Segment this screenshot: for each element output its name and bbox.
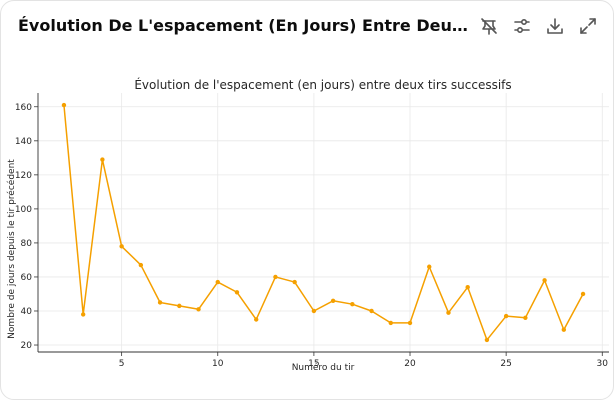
y-tick-label: 60 [21, 273, 33, 283]
y-tick-label: 100 [15, 205, 32, 215]
settings-sliders-icon[interactable] [511, 15, 533, 37]
data-point [350, 301, 355, 307]
data-series [61, 102, 586, 343]
data-point [503, 313, 509, 319]
data-point [254, 317, 259, 322]
x-tick-label: 10 [212, 359, 224, 369]
data-point [427, 264, 432, 269]
data-point [61, 102, 67, 108]
x-tick-label: 25 [500, 359, 511, 369]
x-axis-label: Numéro du tir [292, 362, 355, 373]
data-point [138, 262, 144, 268]
x-axis-ticks: 5 10 15 20 25 30 [119, 352, 609, 369]
data-point [388, 320, 393, 326]
data-point [523, 315, 528, 320]
download-icon[interactable] [544, 15, 566, 37]
x-tick-label: 5 [119, 359, 125, 369]
data-point [407, 320, 413, 326]
data-point [80, 312, 86, 317]
data-point [215, 279, 220, 285]
card-header: Évolution De L'espacement (En Jours) Ent… [1, 1, 613, 53]
data-point [311, 308, 317, 314]
data-point [100, 157, 105, 162]
data-point [273, 274, 278, 280]
data-point [369, 308, 374, 314]
data-point [157, 300, 163, 305]
chart-grid [38, 93, 609, 352]
data-point [196, 307, 201, 312]
y-tick-label: 80 [21, 239, 33, 249]
hide-interactivity-icon[interactable] [478, 15, 500, 37]
chart-axes [37, 93, 609, 353]
y-axis-label: Nombre de jours depuis le tir précédent [6, 159, 17, 339]
data-point [330, 298, 336, 303]
data-point [446, 310, 451, 315]
series-line [63, 105, 584, 341]
x-tick-label: 30 [597, 359, 609, 369]
expand-icon[interactable] [577, 15, 599, 37]
data-point [234, 290, 240, 295]
y-tick-label: 20 [21, 341, 33, 351]
y-tick-label: 40 [21, 307, 33, 317]
data-point [119, 244, 124, 249]
card-title: Évolution De L'espacement (En Jours) Ent… [18, 16, 473, 35]
data-point [465, 284, 470, 290]
y-tick-label: 160 [15, 103, 32, 113]
data-point [561, 327, 567, 332]
y-tick-label: 140 [15, 137, 32, 147]
data-point [177, 303, 182, 309]
x-tick-label: 15 [308, 359, 319, 369]
y-tick-label: 120 [15, 171, 32, 181]
x-tick-label: 20 [404, 359, 416, 369]
y-axis-ticks: 20 40 60 80 100 120 140 160 [15, 103, 38, 351]
chart-title: Évolution de l'espacement (en jours) ent… [134, 77, 511, 92]
data-point [542, 278, 547, 283]
data-point [292, 279, 297, 285]
line-chart: Évolution de l'espacement (en jours) ent… [6, 77, 609, 373]
data-point [484, 337, 490, 343]
data-point [580, 291, 586, 297]
